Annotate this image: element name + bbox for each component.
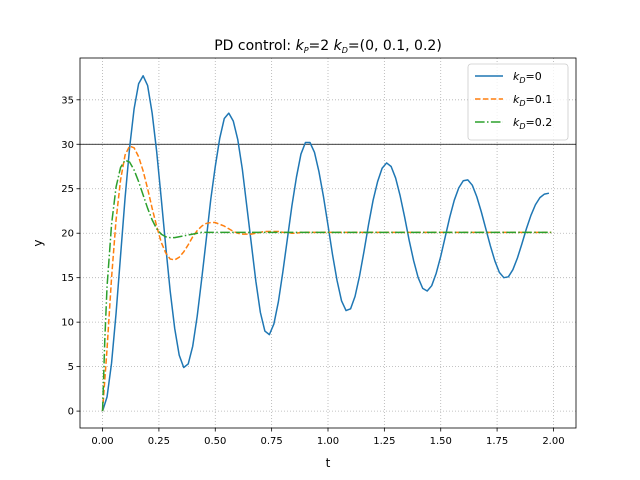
x-tick-label: 1.50 <box>430 436 452 447</box>
x-tick-label: 0.00 <box>91 436 113 447</box>
x-tick-label: 0.75 <box>261 436 283 447</box>
y-tick-label: 35 <box>61 95 74 106</box>
y-tick-label: 25 <box>61 184 74 195</box>
legend-box <box>467 63 569 141</box>
x-tick-label: 0.50 <box>204 436 226 447</box>
legend-label-2: kD=0.2 <box>513 116 552 131</box>
y-tick-label: 0 <box>68 407 74 418</box>
legend-items: kD=0 kD=0.1 kD=0.2 <box>475 70 552 131</box>
x-tick-label: 1.00 <box>317 436 339 447</box>
series-line-0 <box>101 75 550 412</box>
legend-label-0: kD=0 <box>513 70 542 85</box>
y-tick-label: 10 <box>61 318 74 329</box>
legend: kD=0 kD=0.1 kD=0.2 <box>467 63 569 141</box>
x-tick-label: 0.25 <box>148 436 170 447</box>
x-axis-ticks: 0.00 0.25 0.50 0.75 1.00 1.25 1.50 1.75 2.00 <box>91 428 565 447</box>
x-tick-label: 1.75 <box>486 436 508 447</box>
x-tick-label: 2.00 <box>542 436 564 447</box>
y-axis-ticks: 0 5 10 15 20 25 30 35 <box>61 95 80 418</box>
y-tick-label: 5 <box>68 362 74 373</box>
y-tick-label: 15 <box>61 273 74 284</box>
chart-title: PD control: kP=2 kD=(0, 0.1, 0.2) <box>214 38 442 55</box>
x-tick-label: 1.25 <box>373 436 395 447</box>
legend-label-1: kD=0.1 <box>513 93 552 108</box>
y-axis-label: y <box>31 239 45 246</box>
x-axis-label: t <box>326 456 331 470</box>
y-tick-label: 30 <box>61 140 74 151</box>
series-group <box>101 75 552 412</box>
y-tick-label: 20 <box>61 229 74 240</box>
series-line-2 <box>101 159 552 412</box>
